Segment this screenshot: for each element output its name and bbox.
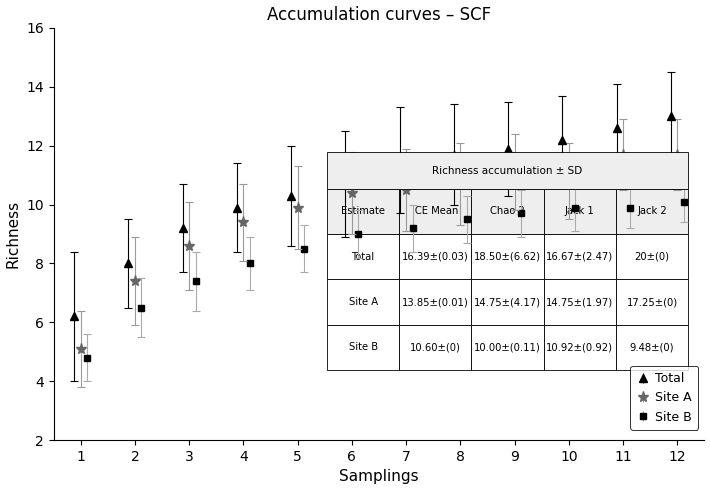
Text: Richness accumulation ± SD: Richness accumulation ± SD [432,166,583,175]
Title: Accumulation curves – SCF: Accumulation curves – SCF [267,5,491,24]
Legend: Total, Site A, Site B: Total, Site A, Site B [630,366,698,430]
X-axis label: Samplings: Samplings [339,469,419,485]
FancyBboxPatch shape [327,152,688,189]
Y-axis label: Richness: Richness [6,200,21,268]
